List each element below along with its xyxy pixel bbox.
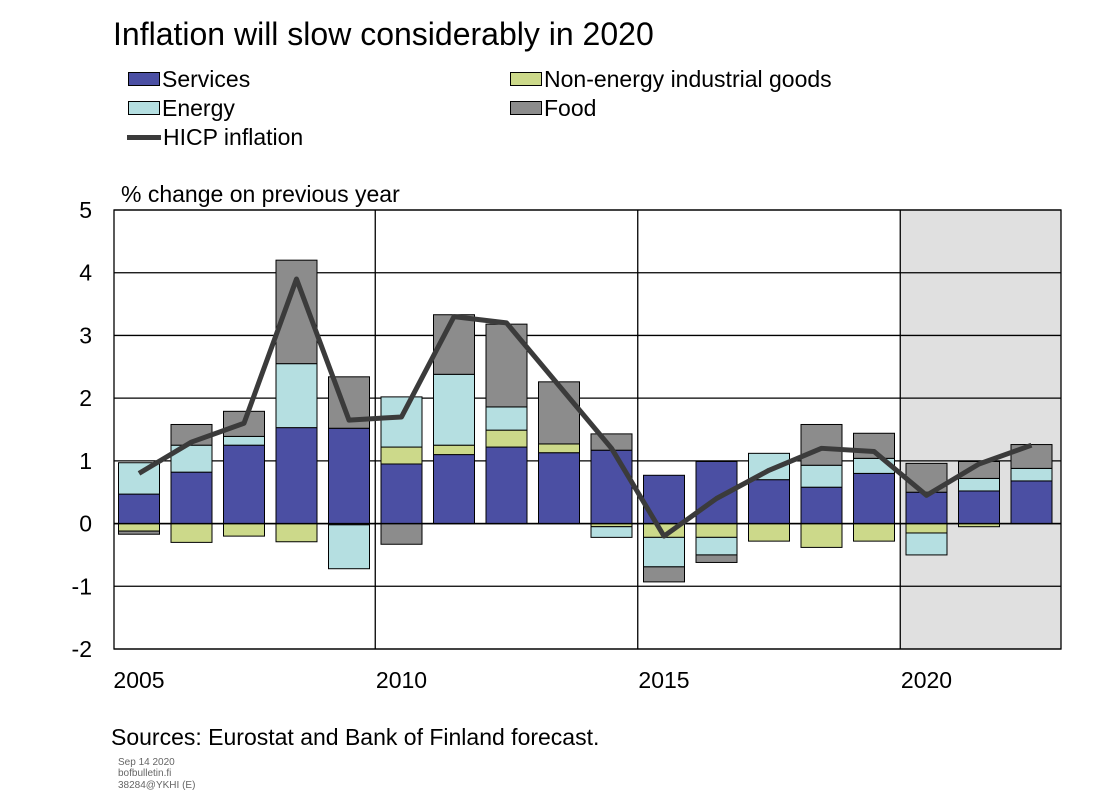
legend-swatch-services: [128, 72, 160, 86]
source-note: Sources: Eurostat and Bank of Finland fo…: [111, 724, 600, 750]
bar-food-2018: [800, 423, 843, 466]
legend-item-hicp: HICP inflation: [127, 123, 303, 151]
bar-energy-2015: [643, 536, 685, 568]
bar-services-2022: [1010, 480, 1053, 525]
bar-energy-2006: [170, 444, 213, 473]
bar-services-2014: [590, 449, 633, 525]
y-tick-label: 2: [79, 385, 92, 411]
y-tick-label: 4: [79, 260, 92, 286]
legend-item-energy: Energy: [128, 94, 235, 122]
bar-services-2019: [853, 472, 895, 525]
bar-non-energy-industrial-goods-2020: [905, 523, 948, 534]
bar-services-2018: [800, 486, 843, 525]
bar-non-energy-industrial-goods-2011: [433, 444, 475, 456]
bar-services-2008: [275, 427, 318, 525]
bar-energy-2011: [433, 373, 475, 446]
forecast-shading: [900, 210, 1061, 649]
bar-food-2015: [643, 566, 685, 583]
chart-title: Inflation will slow considerably in 2020: [113, 16, 654, 52]
bar-services-2012: [485, 446, 528, 525]
legend-item-services: Services: [128, 65, 250, 93]
bar-non-energy-industrial-goods-2016: [695, 523, 738, 538]
legend-swatch-hicp: [127, 134, 161, 140]
legend-item-non-energy: Non-energy industrial goods: [510, 65, 832, 93]
bar-services-2010: [380, 463, 423, 525]
bar-food-2013: [538, 381, 580, 445]
bar-energy-2014: [590, 526, 633, 538]
legend-label-energy: Energy: [162, 94, 235, 121]
meta-code: 38284@YKHI (E): [118, 780, 196, 791]
y-tick-label: 5: [79, 197, 92, 223]
bar-services-2009: [328, 427, 370, 525]
bar-energy-2016: [695, 536, 738, 556]
legend-swatch-energy: [128, 101, 160, 115]
x-tick-label: 2020: [901, 667, 952, 693]
bar-energy-2012: [485, 406, 528, 431]
bar-energy-2007: [223, 435, 265, 446]
bar-food-2005: [118, 530, 160, 535]
legend-swatch-food: [510, 101, 542, 115]
bar-non-energy-industrial-goods-2006: [170, 523, 213, 543]
bar-non-energy-industrial-goods-2010: [380, 446, 423, 465]
y-tick-label: -2: [72, 636, 92, 662]
bar-energy-2020: [905, 532, 948, 556]
bar-energy-2008: [275, 363, 318, 429]
bar-non-energy-industrial-goods-2012: [485, 429, 528, 448]
bar-non-energy-industrial-goods-2008: [275, 523, 318, 543]
bar-non-energy-industrial-goods-2019: [853, 523, 895, 542]
plot-border: [113, 209, 1062, 650]
bar-services-2006: [170, 471, 213, 525]
meta-site: bofbulletin.fi: [118, 768, 172, 779]
bar-energy-2018: [800, 464, 843, 488]
bar-energy-2022: [1010, 467, 1053, 482]
x-tick-label: 2015: [638, 667, 689, 693]
y-tick-label: 1: [79, 448, 92, 474]
legend-swatch-non-energy: [510, 72, 542, 86]
y-axis-unit-label: % change on previous year: [121, 181, 400, 207]
bar-energy-2021: [958, 477, 1000, 492]
bar-services-2021: [958, 490, 1000, 525]
bar-services-2005: [118, 493, 160, 525]
bar-services-2017: [748, 479, 790, 525]
bar-services-2013: [538, 452, 580, 525]
bar-food-2010: [380, 523, 423, 545]
bar-non-energy-industrial-goods-2018: [800, 523, 843, 548]
y-tick-label: 3: [79, 322, 92, 348]
legend-item-food: Food: [510, 94, 596, 122]
bar-non-energy-industrial-goods-2005: [118, 523, 160, 532]
legend-label-hicp: HICP inflation: [163, 123, 304, 150]
bar-non-energy-industrial-goods-2017: [748, 523, 790, 542]
y-tick-label: -1: [72, 573, 92, 599]
legend-label-food: Food: [544, 94, 597, 121]
x-tick-label: 2005: [113, 667, 164, 693]
meta-date: Sep 14 2020: [118, 757, 175, 768]
bar-food-2016: [695, 554, 738, 563]
bar-non-energy-industrial-goods-2013: [538, 443, 580, 454]
bar-energy-2009: [328, 524, 370, 570]
bar-services-2007: [223, 444, 265, 525]
legend-label-non-energy: Non-energy industrial goods: [544, 65, 832, 92]
x-tick-label: 2010: [376, 667, 427, 693]
y-tick-label: 0: [79, 511, 92, 537]
hicp-inflation-line: [137, 276, 1033, 539]
bar-energy-2010: [380, 396, 423, 448]
bar-non-energy-industrial-goods-2007: [223, 523, 265, 537]
bar-services-2011: [433, 454, 475, 525]
legend-label-services: Services: [162, 65, 251, 92]
